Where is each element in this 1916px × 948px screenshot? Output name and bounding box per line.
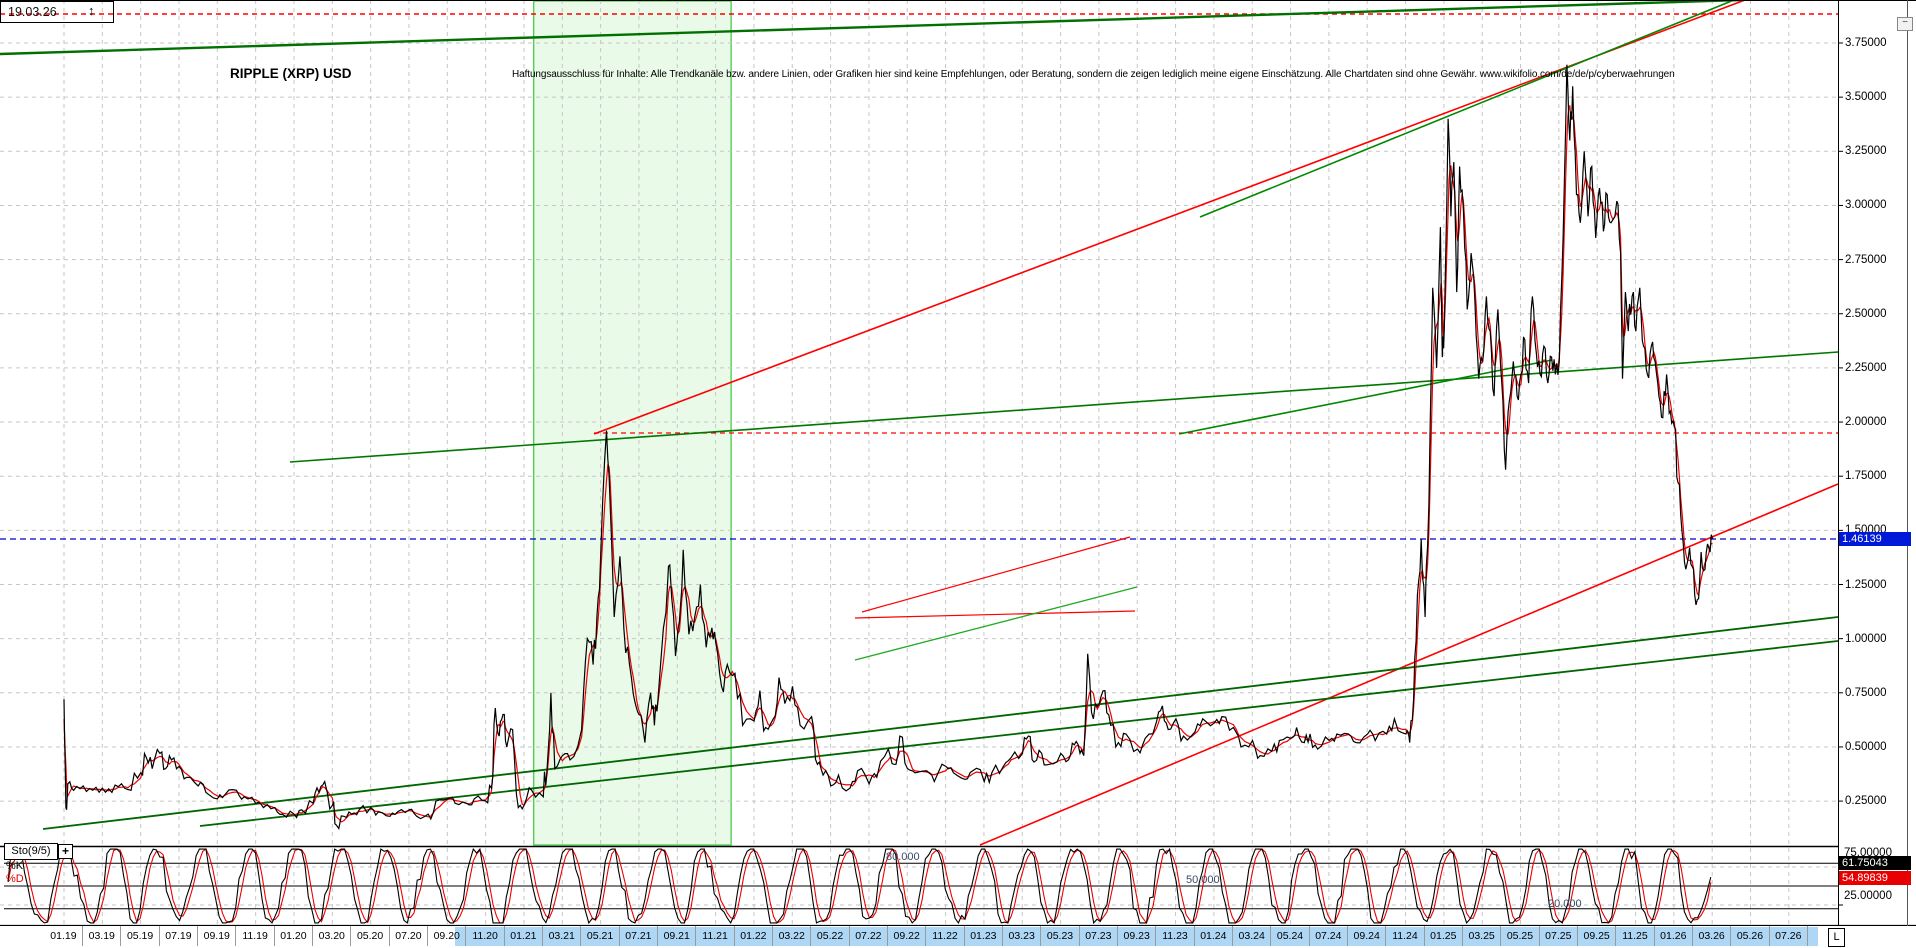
date-tick-label: 05.19 <box>121 926 160 946</box>
date-tick-label: 09.19 <box>198 926 237 946</box>
date-tick-label: 05.26 <box>1731 926 1770 946</box>
date-tick-label: 01.26 <box>1655 926 1693 946</box>
price-tick-label: 0.25000 <box>1845 795 1887 808</box>
history-button[interactable]: L <box>1828 928 1845 947</box>
red-rising-from-2021-peak <box>593 0 1746 435</box>
updown-arrow-icon[interactable]: ↕ <box>88 3 95 18</box>
date-tick-label: 11.23 <box>1156 926 1195 946</box>
price-tick-label: 1.00000 <box>1845 632 1887 645</box>
stochastic-d-badge: 54.89839 <box>1839 871 1911 885</box>
date-tick-label: 11.19 <box>236 926 275 946</box>
collapse-button[interactable]: − <box>1897 17 1913 31</box>
date-tick-label: 05.21 <box>581 926 620 946</box>
green-support-a <box>42 616 1839 830</box>
date-tick-label: 09.21 <box>658 926 697 946</box>
date-tick-label: 03.20 <box>313 926 352 946</box>
date-tick-label: 11.22 <box>926 926 965 946</box>
date-tick-label: 07.19 <box>160 926 199 946</box>
red-rising-support-right <box>979 483 1839 846</box>
date-tick-label: 11.20 <box>466 926 505 946</box>
disclaimer-text: Haftungsausschluss für Inhalte: Alle Tre… <box>512 69 1675 80</box>
green-upper-channel <box>0 0 1742 56</box>
date-tick-label: 11.24 <box>1386 926 1425 946</box>
sto-level-80-label: 80.000 <box>886 851 920 863</box>
current-price-badge: 1.46139 <box>1839 532 1911 546</box>
ma-line <box>63 105 1713 823</box>
date-tick-label: 07.22 <box>850 926 889 946</box>
stochastic-k-badge: 61.75043 <box>1839 856 1911 870</box>
date-tick-label: 03.19 <box>83 926 122 946</box>
sto-k-label: %K <box>6 860 24 872</box>
date-tick-label: 09.24 <box>1348 926 1387 946</box>
add-indicator-button[interactable]: + <box>58 844 73 859</box>
date-axis[interactable]: 01.19 03.19 05.19 07.19 09.19 11.19 01.20 03.20… <box>0 926 1916 947</box>
price-tick-label: 2.75000 <box>1845 253 1887 266</box>
date-tick-label: 01.20 <box>275 926 314 946</box>
green-mid-rising <box>854 586 1138 661</box>
date-tick-label: 07.20 <box>390 926 429 946</box>
price-tick-label: 2.25000 <box>1845 361 1887 374</box>
indicator-label[interactable]: Sto(9/5) <box>4 843 58 860</box>
date-tick-label: 03.23 <box>1003 926 1042 946</box>
stochastic-d-line <box>7 848 1712 925</box>
sto-axis-label-25: 25.00000 <box>1844 890 1892 902</box>
sto-d-label: %D <box>6 873 24 885</box>
date-tick-label: 01.24 <box>1195 926 1233 946</box>
date-tick-label: 07.21 <box>620 926 659 946</box>
date-tick-label: 03.25 <box>1463 926 1502 946</box>
price-tick-label: 3.50000 <box>1845 91 1887 104</box>
price-tick-label: 1.75000 <box>1845 470 1887 483</box>
date-tick-label: 05.23 <box>1041 926 1080 946</box>
date-tick-label: 11.25 <box>1616 926 1655 946</box>
date-range-highlight <box>455 927 1819 946</box>
date-tick-label: 05.22 <box>811 926 850 946</box>
date-tick-label: 01.22 <box>735 926 774 946</box>
price-tick-label: 1.25000 <box>1845 578 1887 591</box>
price-tick-label: 3.00000 <box>1845 199 1887 212</box>
date-tick-label: 03.22 <box>773 926 812 946</box>
highlight-band <box>532 0 732 846</box>
price-tick-label: 2.00000 <box>1845 416 1887 429</box>
date-tick-label: 09.23 <box>1118 926 1157 946</box>
date-tick-label: 01.21 <box>505 926 544 946</box>
price-tick-label: 0.75000 <box>1845 686 1887 699</box>
crosshair-date: 19.03.26 <box>8 5 57 19</box>
date-tick-label: 03.21 <box>543 926 582 946</box>
page-title: RIPPLE (XRP) USD <box>230 66 352 81</box>
date-tick-label: 07.23 <box>1080 926 1118 946</box>
date-tick-label: 05.20 <box>351 926 390 946</box>
crosshair-date-box: 19.03.26 ↕ <box>0 1 114 23</box>
date-tick-label: 09.25 <box>1578 926 1617 946</box>
date-tick-label: 03.24 <box>1233 926 1272 946</box>
date-tick-label: 01.25 <box>1425 926 1463 946</box>
price-line <box>63 64 1714 830</box>
green-2025-support <box>1178 359 1553 435</box>
date-tick-label: 07.26 <box>1770 926 1808 946</box>
red-wedge-lower <box>854 610 1136 619</box>
date-tick-label: 07.25 <box>1540 926 1578 946</box>
red-wedge-upper <box>861 536 1131 613</box>
date-tick-label: 05.24 <box>1271 926 1310 946</box>
date-tick-label: 09.20 <box>428 926 467 946</box>
sto-level-20-label: 20.000 <box>1548 898 1582 910</box>
price-tick-label: 3.25000 <box>1845 145 1887 158</box>
price-tick-label: 0.50000 <box>1845 740 1887 753</box>
green-support-b <box>199 640 1839 827</box>
green-steep-right <box>1199 0 1735 218</box>
date-tick-label: 05.25 <box>1501 926 1540 946</box>
price-tick-label: 2.50000 <box>1845 307 1887 320</box>
green-long-resistance <box>289 351 1839 463</box>
date-tick-label: 09.22 <box>888 926 927 946</box>
price-tick-label: 3.75000 <box>1845 37 1887 49</box>
date-tick-label: 11.21 <box>696 926 735 946</box>
date-tick-label: 01.19 <box>45 926 84 946</box>
date-tick-label: 07.24 <box>1310 926 1348 946</box>
date-tick-label: 03.26 <box>1693 926 1732 946</box>
date-tick-label: 01.23 <box>965 926 1004 946</box>
sto-level-50-label: 50.000 <box>1186 874 1220 886</box>
stochastic-k-line <box>7 847 1712 925</box>
